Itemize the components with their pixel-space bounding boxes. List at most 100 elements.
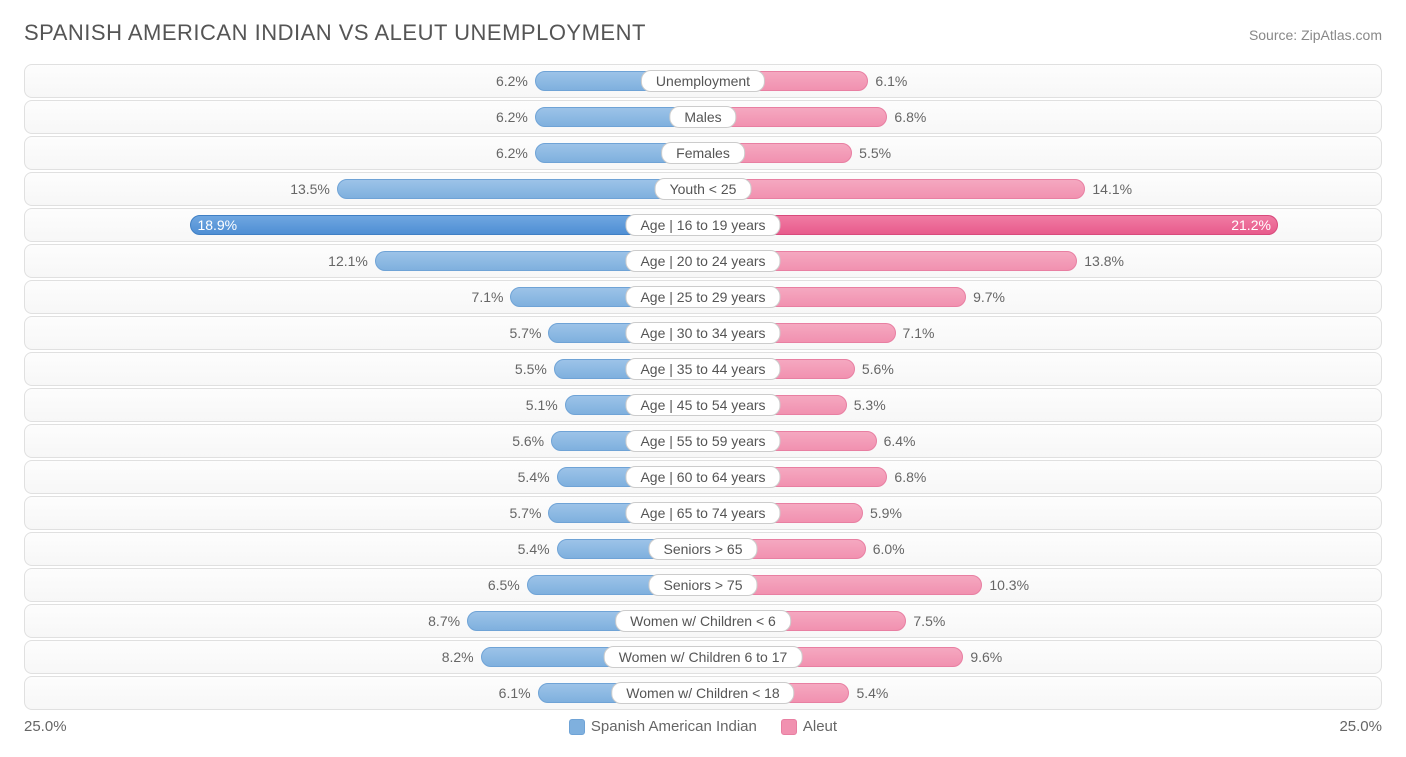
row-right-half: 6.1% [703, 65, 1381, 97]
bar-right: 21.2% [703, 215, 1278, 235]
chart-row: 8.2% 9.6%Women w/ Children 6 to 17 [24, 640, 1382, 674]
category-label: Age | 60 to 64 years [625, 466, 780, 488]
row-left-half: 7.1% [25, 281, 703, 313]
category-label: Males [669, 106, 736, 128]
row-left-half: 6.2% [25, 65, 703, 97]
chart-row: 8.7% 7.5% Women w/ Children < 6 [24, 604, 1382, 638]
value-right: 6.8% [894, 469, 926, 485]
row-left-half: 5.4% [25, 461, 703, 493]
row-left-half: 5.6% [25, 425, 703, 457]
chart-row: 6.2% 6.8%Males [24, 100, 1382, 134]
category-label: Age | 25 to 29 years [625, 286, 780, 308]
chart-row: 6.5% 10.3% Seniors > 75 [24, 568, 1382, 602]
value-left: 6.2% [496, 109, 528, 125]
chart-header: SPANISH AMERICAN INDIAN VS ALEUT UNEMPLO… [24, 20, 1382, 46]
chart-row: 5.4%6.0%Seniors > 65 [24, 532, 1382, 566]
chart-row: 12.1%13.8%Age | 20 to 24 years [24, 244, 1382, 278]
chart-title: SPANISH AMERICAN INDIAN VS ALEUT UNEMPLO… [24, 20, 646, 46]
value-right: 9.7% [973, 289, 1005, 305]
value-right: 5.4% [856, 685, 888, 701]
legend-label-right: Aleut [803, 718, 837, 735]
source-attribution: Source: ZipAtlas.com [1249, 27, 1382, 43]
row-right-half: 14.1% [703, 173, 1381, 205]
chart-row: 5.4% 6.8% Age | 60 to 64 years [24, 460, 1382, 494]
value-right: 14.1% [1092, 181, 1132, 197]
value-left: 5.7% [510, 505, 542, 521]
category-label: Age | 45 to 54 years [625, 394, 780, 416]
chart-row: 18.9% 21.2% Age | 16 to 19 years [24, 208, 1382, 242]
category-label: Age | 30 to 34 years [625, 322, 780, 344]
category-label: Age | 16 to 19 years [625, 214, 780, 236]
category-label: Women w/ Children 6 to 17 [604, 646, 803, 668]
category-label: Seniors > 75 [649, 574, 758, 596]
value-left: 18.9% [197, 217, 237, 233]
value-left: 8.7% [428, 613, 460, 629]
value-left: 6.2% [496, 145, 528, 161]
value-left: 13.5% [290, 181, 330, 197]
legend-swatch-blue [569, 719, 585, 735]
row-right-half: 5.9% [703, 497, 1381, 529]
row-left-half: 5.4% [25, 533, 703, 565]
value-right: 5.5% [859, 145, 891, 161]
value-left: 5.1% [526, 397, 558, 413]
row-right-half: 5.3% [703, 389, 1381, 421]
chart-row: 6.2%6.1%Unemployment [24, 64, 1382, 98]
row-left-half: 5.1% [25, 389, 703, 421]
category-label: Females [661, 142, 745, 164]
value-right: 21.2% [1231, 217, 1271, 233]
row-left-half: 5.7% [25, 317, 703, 349]
value-left: 6.1% [499, 685, 531, 701]
row-left-half: 6.2% [25, 137, 703, 169]
chart-row: 5.7% 5.9% Age | 65 to 74 years [24, 496, 1382, 530]
row-left-half: 6.5% [25, 569, 703, 601]
legend-item-left: Spanish American Indian [569, 718, 757, 735]
value-left: 6.2% [496, 73, 528, 89]
value-left: 8.2% [442, 649, 474, 665]
row-right-half: 9.7% [703, 281, 1381, 313]
chart-row: 5.6% 6.4% Age | 55 to 59 years [24, 424, 1382, 458]
value-left: 6.5% [488, 577, 520, 593]
bar-right: 14.1% [703, 179, 1085, 199]
value-right: 7.1% [903, 325, 935, 341]
category-label: Women w/ Children < 18 [611, 682, 794, 704]
chart-row: 13.5%14.1%Youth < 25 [24, 172, 1382, 206]
value-left: 7.1% [472, 289, 504, 305]
category-label: Age | 55 to 59 years [625, 430, 780, 452]
chart-footer: 25.0% Spanish American Indian Aleut 25.0… [24, 718, 1382, 735]
category-label: Women w/ Children < 6 [615, 610, 791, 632]
row-left-half: 13.5% [25, 173, 703, 205]
value-right: 7.5% [913, 613, 945, 629]
value-left: 5.4% [518, 541, 550, 557]
axis-max-right: 25.0% [1339, 718, 1382, 735]
diverging-bar-chart: 6.2%6.1%Unemployment6.2%6.8%Males6.2%5.5… [24, 64, 1382, 710]
row-right-half: 13.8% [703, 245, 1381, 277]
legend-label-left: Spanish American Indian [591, 718, 757, 735]
row-right-half: 9.6% [703, 641, 1381, 673]
chart-row: 6.2% 5.5% Females [24, 136, 1382, 170]
value-right: 6.0% [873, 541, 905, 557]
row-right-half: 6.0% [703, 533, 1381, 565]
value-left: 12.1% [328, 253, 368, 269]
row-left-half: 5.5% [25, 353, 703, 385]
row-left-half: 6.1% [25, 677, 703, 709]
category-label: Age | 65 to 74 years [625, 502, 780, 524]
row-right-half: 7.1% [703, 317, 1381, 349]
value-left: 5.6% [512, 433, 544, 449]
chart-row: 5.7% 7.1% Age | 30 to 34 years [24, 316, 1382, 350]
legend-item-right: Aleut [781, 718, 837, 735]
row-right-half: 6.8% [703, 101, 1381, 133]
category-label: Youth < 25 [655, 178, 752, 200]
row-right-half: 5.4% [703, 677, 1381, 709]
value-left: 5.4% [518, 469, 550, 485]
bar-left: 13.5% [337, 179, 703, 199]
category-label: Age | 35 to 44 years [625, 358, 780, 380]
value-left: 5.7% [510, 325, 542, 341]
row-right-half: 21.2% [703, 209, 1381, 241]
row-right-half: 5.6% [703, 353, 1381, 385]
value-right: 6.4% [884, 433, 916, 449]
legend-swatch-pink [781, 719, 797, 735]
value-right: 10.3% [989, 577, 1029, 593]
value-right: 5.9% [870, 505, 902, 521]
value-right: 6.1% [875, 73, 907, 89]
row-left-half: 12.1% [25, 245, 703, 277]
